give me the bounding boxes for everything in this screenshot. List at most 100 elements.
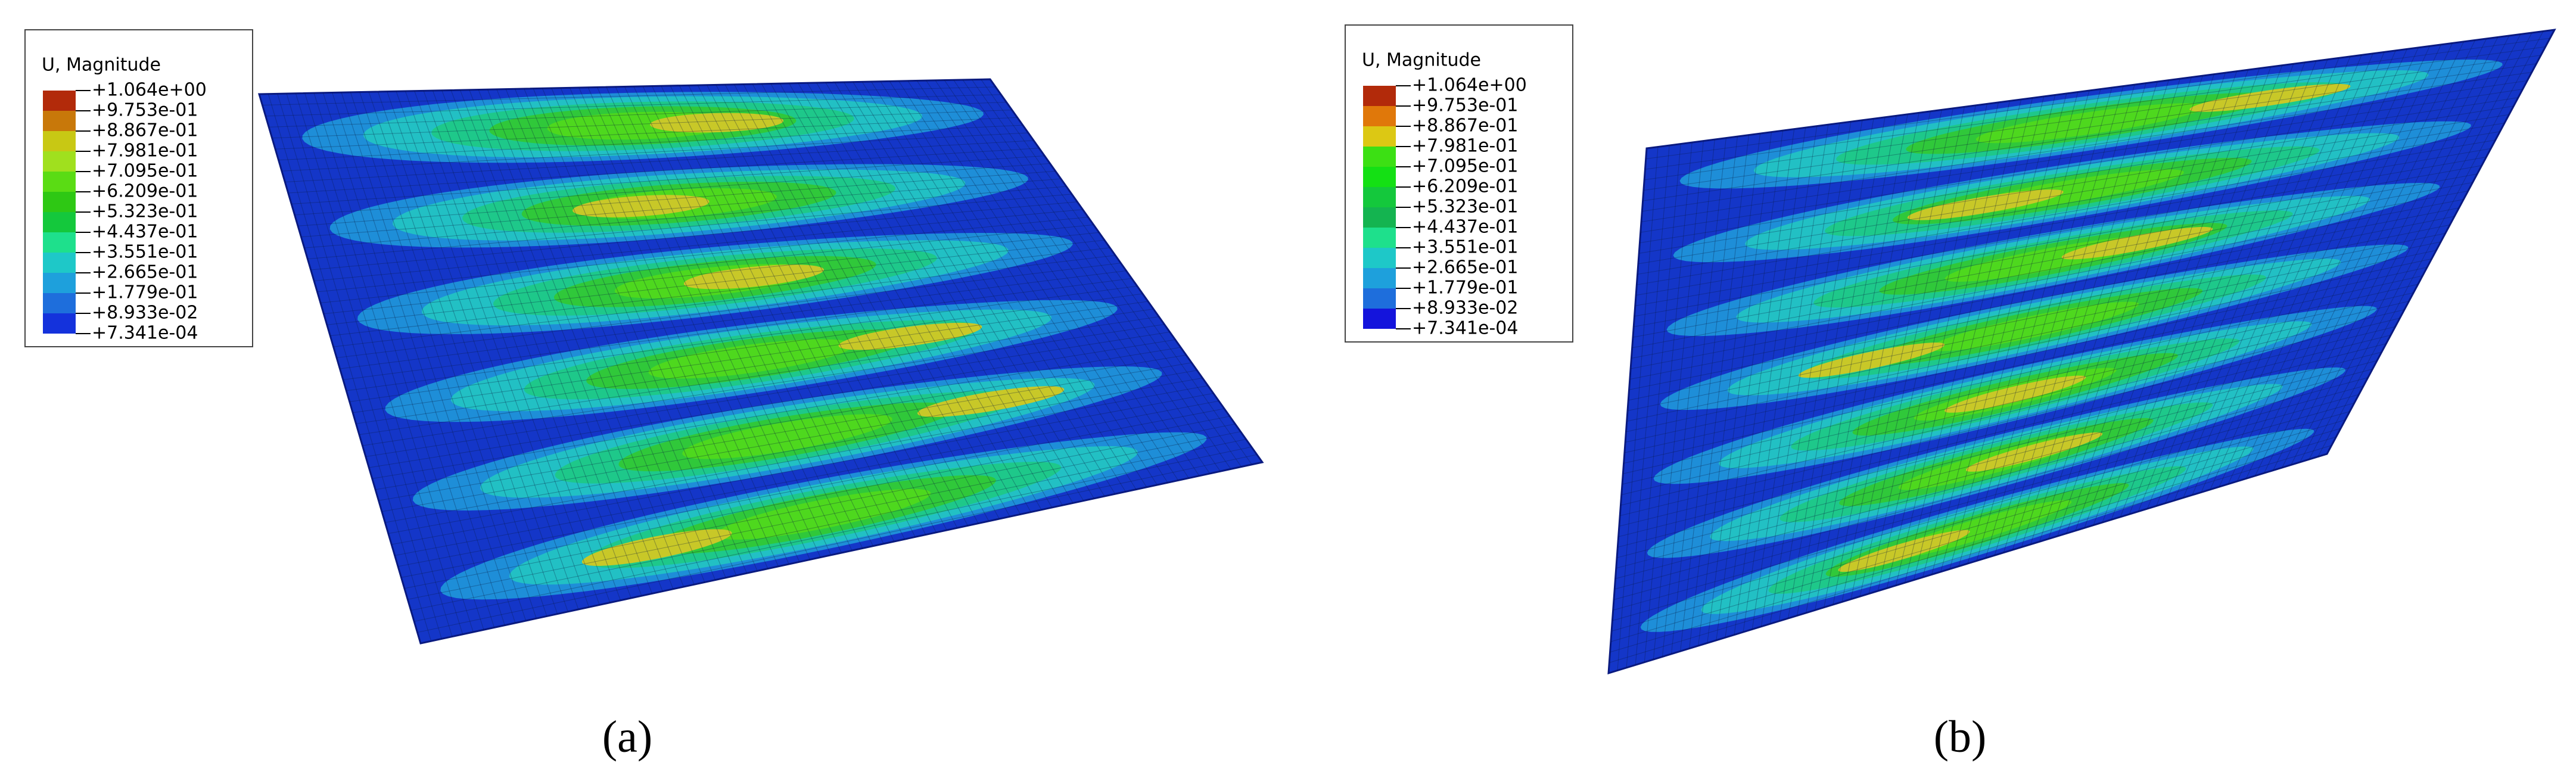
mesh-line — [2111, 65, 2283, 520]
mesh-line — [1644, 55, 2541, 181]
contour-band — [650, 113, 783, 133]
mesh-line — [1623, 292, 2414, 474]
mesh-line — [2273, 38, 2487, 471]
mesh-line — [679, 85, 905, 540]
mesh-line — [441, 90, 631, 599]
mesh-line — [323, 232, 1099, 315]
mesh-line — [326, 239, 1105, 325]
mesh-line — [779, 83, 1021, 515]
mesh-line — [381, 370, 1197, 512]
mesh-line — [1610, 428, 2341, 642]
mesh-line — [798, 83, 1042, 511]
mesh-line — [378, 362, 1192, 501]
contour-band — [838, 322, 982, 350]
legend-swatch — [1363, 126, 1396, 147]
mesh-line — [1769, 122, 1852, 624]
mesh-line — [1639, 105, 2514, 244]
mesh-line — [1725, 129, 1795, 638]
mesh-line — [304, 186, 1067, 248]
legend-swatch — [1363, 309, 1396, 329]
legend-swatch — [1363, 86, 1396, 106]
mesh-line — [2282, 37, 2499, 468]
mesh-line — [770, 83, 1010, 517]
legend-swatch — [1363, 248, 1396, 268]
mesh-line — [298, 170, 1056, 226]
mesh-line — [1620, 326, 2395, 516]
mesh-line — [459, 89, 653, 594]
mesh-line — [2075, 71, 2238, 531]
legend-swatch — [43, 212, 76, 232]
legend-label: +2.665e-01 — [92, 262, 198, 283]
mesh-line — [1611, 419, 2345, 632]
mesh-line — [295, 93, 463, 634]
mesh-line — [1833, 111, 1931, 605]
mesh-line — [2192, 52, 2385, 496]
mesh-line — [1618, 343, 2387, 537]
legend-label: +3.551e-01 — [1412, 237, 1518, 258]
mesh-line — [1922, 96, 2045, 578]
mesh-line — [2120, 64, 2294, 517]
mesh-line — [1904, 99, 2022, 583]
mesh-line — [1958, 90, 2090, 567]
legend-swatch — [1363, 106, 1396, 126]
mesh-line — [2174, 55, 2362, 501]
mesh-line — [359, 92, 537, 619]
mesh-line — [265, 94, 1001, 117]
mesh-line — [310, 201, 1078, 270]
mesh-line — [1859, 107, 1965, 597]
mesh-line — [262, 86, 996, 105]
mesh-line — [1615, 377, 2368, 579]
mesh-line — [707, 85, 937, 533]
legend-swatch — [43, 232, 76, 253]
legend-label: +7.981e-01 — [92, 141, 198, 161]
mesh-line — [1824, 113, 1919, 608]
mesh-line — [330, 247, 1110, 337]
mesh-line — [281, 132, 1029, 172]
mesh-line — [1613, 394, 2359, 600]
legend-label: +6.209e-01 — [1412, 176, 1518, 197]
legend-swatch — [43, 111, 76, 131]
mesh-line — [405, 91, 590, 608]
mesh-line — [1877, 104, 1987, 592]
mesh-line — [375, 354, 1187, 490]
legend-label: +1.779e-01 — [92, 282, 198, 303]
mesh-line — [340, 270, 1127, 369]
mesh-line — [410, 438, 1246, 611]
legend-label: +6.209e-01 — [92, 181, 198, 202]
mesh-line — [417, 454, 1257, 633]
legend-swatch — [43, 91, 76, 111]
mesh-line — [971, 79, 1242, 467]
legend-label: +2.665e-01 — [1412, 257, 1518, 278]
legend-swatch — [1363, 167, 1396, 187]
mesh-line — [267, 94, 432, 642]
mesh-line — [642, 86, 863, 549]
mesh-line — [277, 94, 442, 639]
mesh-line — [752, 83, 990, 522]
mesh-line — [1612, 411, 2350, 621]
mesh-line — [1621, 309, 2404, 495]
mesh-line — [889, 81, 1147, 488]
mesh-line — [1734, 127, 1806, 635]
mesh-line — [861, 82, 1116, 494]
mesh-line — [1643, 63, 2537, 191]
mesh-line — [734, 84, 968, 526]
mesh-line — [1751, 125, 1829, 630]
legend-swatch — [43, 293, 76, 313]
mesh-line — [633, 86, 853, 551]
mesh-line — [1619, 335, 2391, 527]
mesh-line — [1967, 89, 2101, 564]
legend-label: +7.341e-04 — [1412, 318, 1518, 339]
legend-label: +8.867e-01 — [1412, 116, 1518, 136]
mesh-line — [1620, 318, 2400, 506]
mesh-line — [953, 79, 1221, 472]
mesh-line — [377, 91, 558, 614]
mesh-line — [898, 80, 1158, 486]
mesh-line — [1642, 71, 2532, 201]
mesh-line — [2048, 75, 2203, 539]
mesh-line — [1610, 437, 2337, 653]
mesh-line — [1644, 142, 1693, 662]
mesh-line — [2039, 77, 2192, 542]
mesh-line — [1617, 351, 2382, 548]
mesh-line — [356, 309, 1154, 424]
mesh-line — [2317, 31, 2544, 457]
